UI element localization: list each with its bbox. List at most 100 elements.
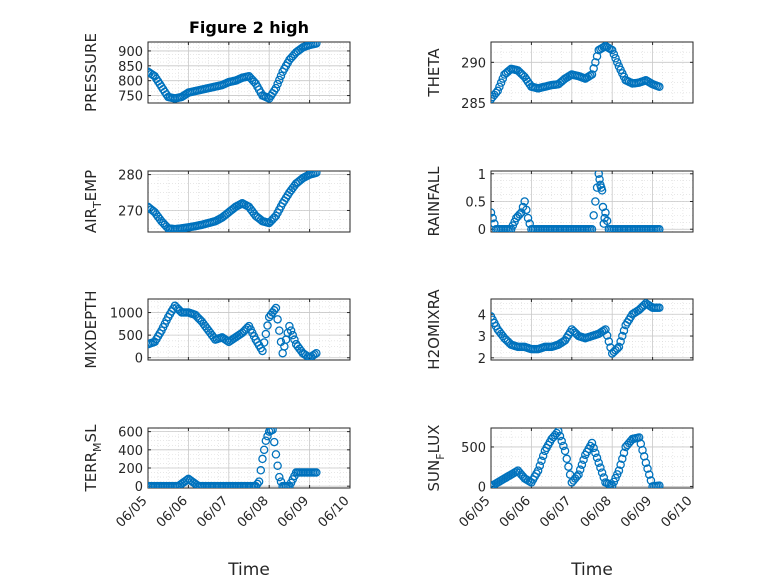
data-point: [491, 208, 496, 217]
series-markers: [491, 428, 664, 488]
y-tick-label: 270: [118, 204, 143, 219]
y-tick-label: 1: [478, 168, 486, 183]
data-point: [273, 79, 282, 89]
data-point: [554, 428, 563, 436]
data-point: [587, 70, 597, 79]
grid: [147, 428, 351, 488]
data-point: [644, 470, 654, 479]
data-point: [641, 458, 651, 467]
data-point: [276, 71, 286, 81]
data-point: [496, 78, 506, 87]
data-point: [613, 58, 622, 67]
y-tick-label: 600: [118, 426, 143, 441]
y-tick-label: 500: [461, 441, 486, 456]
axes-box: [490, 427, 694, 489]
data-point: [655, 82, 664, 91]
data-point: [601, 208, 610, 217]
grid: [147, 42, 351, 104]
data-point: [589, 211, 598, 220]
y-tick-label: 280: [118, 169, 143, 184]
data-point: [560, 446, 570, 456]
data-point: [290, 335, 299, 344]
data-point: [601, 325, 610, 334]
y-tick-label: 0: [478, 480, 486, 495]
y-axis-label: MIXDEPTH: [82, 290, 100, 368]
x-tick-label: 06/07: [194, 494, 231, 531]
data-point: [259, 445, 269, 455]
data-point: [614, 342, 624, 352]
data-point: [273, 315, 282, 324]
y-tick-label: 0.5: [465, 196, 486, 211]
data-point: [261, 436, 271, 445]
data-point: [312, 171, 321, 178]
x-tick-label: 06/06: [497, 494, 534, 531]
data-point: [592, 51, 602, 61]
data-point: [591, 448, 600, 458]
data-point: [557, 436, 566, 446]
x-tick-label: 06/09: [275, 494, 312, 531]
data-point: [559, 441, 568, 451]
data-point: [613, 344, 622, 353]
data-point: [609, 49, 619, 59]
data-point: [607, 45, 617, 55]
data-point: [579, 455, 588, 465]
data-point: [308, 171, 318, 178]
data-point: [618, 331, 627, 341]
subplot-sun-flux: 0 500 06/05 06/06 06/07 06/08 06/09 06/10 SUNFLU…: [425, 425, 696, 580]
y-tick-label: 200: [118, 462, 143, 477]
data-point: [594, 458, 603, 467]
data-point: [254, 477, 264, 486]
data-point: [655, 303, 664, 312]
data-point: [655, 481, 664, 488]
data-point: [271, 303, 281, 313]
data-point: [611, 54, 620, 63]
data-point: [308, 42, 318, 49]
axes-box: [490, 298, 694, 361]
data-point: [587, 438, 597, 448]
series-markers: [148, 171, 321, 232]
data-point: [285, 321, 294, 331]
data-point: [269, 437, 279, 447]
data-point: [604, 337, 614, 346]
data-point: [643, 464, 652, 473]
data-point: [273, 461, 282, 470]
data-point: [312, 468, 321, 477]
y-tick-label: 0: [478, 223, 486, 238]
data-point: [618, 454, 627, 464]
series-markers: [491, 42, 664, 103]
subplot-air-temp: 270 280 AIRTEMP: [82, 169, 351, 233]
grid: [490, 299, 694, 360]
grid: [147, 171, 351, 232]
data-point: [564, 462, 573, 471]
y-tick-label: 1000: [110, 307, 143, 322]
data-point: [619, 448, 629, 458]
y-tick-label: 400: [118, 444, 143, 459]
data-point: [148, 202, 153, 212]
data-point: [275, 75, 284, 85]
chart-title: Figure 2 high: [189, 18, 309, 37]
data-point: [577, 460, 587, 469]
data-point: [614, 466, 624, 475]
data-point: [515, 210, 524, 219]
data-point: [591, 58, 600, 67]
y-axis-label: SUNFLUX: [425, 425, 447, 492]
data-point: [600, 213, 609, 223]
data-point: [310, 42, 319, 49]
y-tick-label: 0: [135, 480, 143, 495]
x-tick-label: 06/07: [537, 494, 574, 531]
data-point: [597, 186, 607, 195]
data-point: [275, 326, 284, 335]
data-point: [591, 197, 600, 206]
data-point: [491, 213, 497, 223]
y-tick-label: 3: [478, 330, 486, 345]
data-point: [538, 451, 548, 461]
data-point: [493, 86, 502, 96]
data-point: [307, 42, 316, 49]
y-tick-label: 750: [118, 90, 143, 105]
data-point: [594, 171, 603, 179]
series-markers: [491, 171, 664, 232]
data-point: [589, 443, 598, 453]
